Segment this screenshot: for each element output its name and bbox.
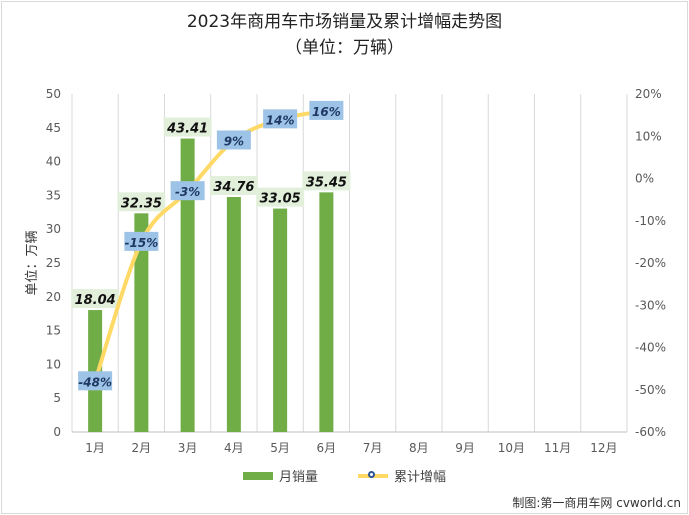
x-tick-label: 7月 (363, 441, 383, 455)
legend-swatch-bar (242, 471, 273, 480)
y-tick-label: 50 (46, 87, 61, 101)
y-tick-label: 0 (53, 425, 61, 439)
y2-tick-label: -20% (635, 256, 666, 270)
y-tick-label: 15 (46, 324, 61, 338)
line-label-box (78, 371, 113, 391)
x-tick-label: 1月 (85, 441, 105, 455)
y-tick-label: 45 (46, 121, 61, 135)
bar (180, 138, 195, 432)
chart-credit: 制图:第一商用车网 cvworld.cn (512, 496, 681, 510)
bar-value-label: 32.35 (121, 196, 162, 211)
y2-tick-label: -60% (635, 425, 666, 439)
line-label-box (216, 130, 251, 150)
bar-label-box (117, 192, 166, 212)
y2-tick-label: -10% (635, 214, 666, 228)
bar-value-label: 35.45 (306, 175, 347, 190)
x-tick-label: 12月 (590, 441, 617, 455)
line-label-box (170, 181, 205, 201)
bar (226, 197, 241, 432)
bar (273, 208, 288, 432)
x-tick-label: 10月 (498, 441, 525, 455)
chart-title: 2023年商用车市场销量及累计增幅走势图 (186, 12, 503, 32)
bar-label-box (163, 117, 212, 137)
line-value-label: -3% (175, 185, 200, 199)
legend-label-line: 累计增幅 (394, 470, 447, 485)
legend-item-bar: 月销量 (242, 466, 318, 485)
x-tick-label: 3月 (178, 441, 198, 455)
y2-tick-label: -40% (635, 341, 666, 355)
bar-value-label: 34.76 (213, 180, 254, 195)
y-tick-label: 40 (46, 155, 61, 169)
y-tick-label: 35 (46, 188, 61, 202)
y-tick-label: 30 (46, 222, 61, 236)
y2-tick-label: 20% (635, 87, 662, 101)
bar-label-box (302, 171, 351, 191)
x-tick-label: 6月 (317, 441, 337, 455)
bar (88, 310, 103, 432)
line-value-label: -15% (125, 236, 159, 250)
x-tick-label: 11月 (544, 441, 571, 455)
x-tick-label: 5月 (270, 441, 290, 455)
line-value-label: -48% (78, 375, 112, 389)
bar-label-box (209, 176, 258, 196)
legend-swatch-line (358, 470, 388, 478)
y2-tick-label: 0% (635, 172, 654, 186)
x-tick-label: 9月 (455, 441, 475, 455)
x-tick-label: 2月 (132, 441, 152, 455)
bar-label-box (256, 187, 305, 207)
y-tick-label: 20 (46, 290, 61, 304)
bar (319, 192, 334, 432)
y2-tick-label: 10% (635, 129, 662, 143)
bar-label-box (71, 289, 120, 309)
y-tick-label: 5 (53, 391, 61, 405)
line-label-box (309, 100, 344, 120)
y-tick-label: 25 (46, 256, 61, 270)
y-axis-label: 单位：万辆 (25, 230, 40, 295)
bar-value-label: 18.04 (75, 293, 116, 308)
chart-subtitle: （单位：万辆） (285, 38, 404, 58)
line-value-label: 9% (224, 134, 244, 148)
line-label-box (124, 231, 159, 251)
x-tick-label: 8月 (409, 441, 429, 455)
bar-value-label: 43.41 (166, 122, 208, 137)
line-label-box (263, 109, 298, 129)
legend-item-line: 累计增幅 (358, 466, 446, 485)
y-tick-label: 10 (46, 357, 61, 371)
bar-value-label: 33.05 (260, 192, 301, 207)
x-tick-label: 4月 (224, 441, 244, 455)
bar (134, 213, 149, 432)
y2-tick-label: -30% (635, 298, 666, 312)
line-value-label: 16% (312, 105, 341, 119)
line-value-label: 14% (266, 113, 295, 127)
y2-tick-label: -50% (635, 383, 666, 397)
chart-legend: 月销量 累计增幅 (0, 466, 689, 485)
legend-label-bar: 月销量 (278, 470, 318, 485)
